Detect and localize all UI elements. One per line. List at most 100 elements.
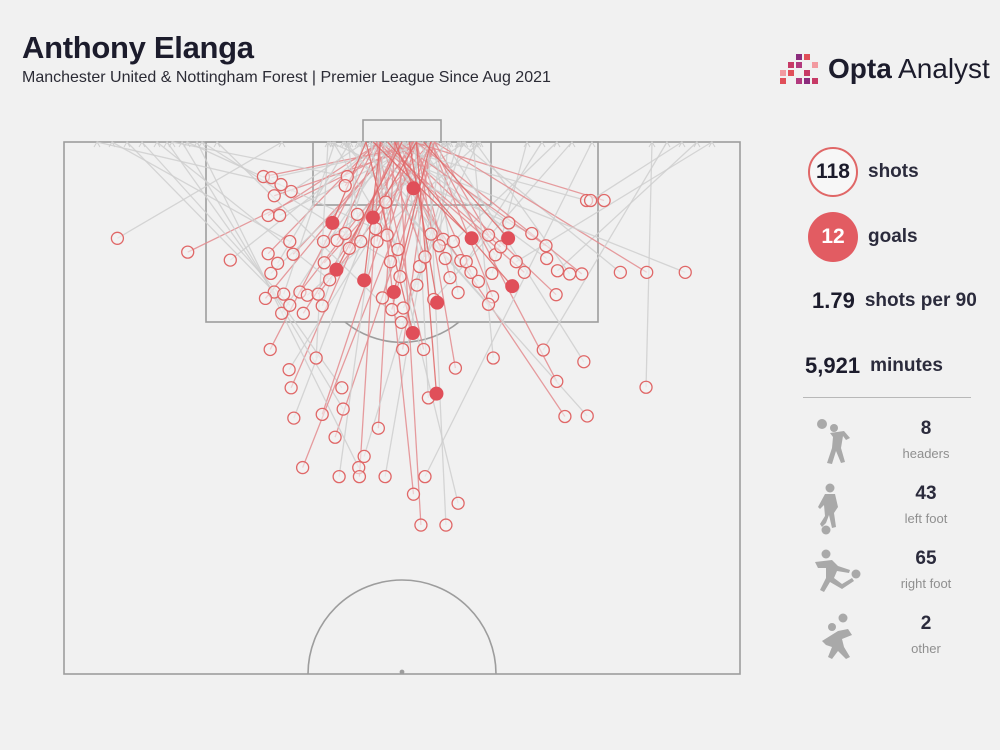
stats-divider	[803, 397, 971, 398]
shot-arrowhead	[456, 141, 464, 148]
shot-point	[357, 449, 371, 464]
shot-line	[444, 141, 585, 363]
goal-point	[406, 181, 421, 196]
shot-arrowhead	[183, 141, 191, 148]
shot-point	[485, 266, 499, 281]
shot-line	[229, 141, 381, 261]
shot-line	[415, 141, 583, 275]
shot-arrowhead	[429, 141, 437, 148]
shot-point	[287, 411, 301, 425]
other-player-icon	[822, 613, 852, 659]
goal-point	[429, 386, 444, 401]
shot-point	[264, 266, 278, 281]
shot-point	[284, 381, 298, 395]
shot-arrowhead	[324, 141, 332, 148]
shot-line	[432, 141, 459, 293]
shot-point	[110, 231, 125, 245]
shots-count-badge: 118	[808, 147, 858, 197]
shot-line	[363, 141, 459, 457]
shot-arrowhead	[329, 141, 337, 148]
shot-point	[283, 234, 297, 249]
shot-line	[156, 141, 331, 281]
shot-arrowhead	[538, 141, 546, 148]
shot-point	[639, 380, 653, 394]
shot-point	[368, 222, 383, 236]
shot-point	[418, 250, 432, 264]
chart-subtitle: Manchester United & Nottingham Forest | …	[22, 69, 551, 86]
shot-arrowhead	[193, 141, 201, 148]
shot-line	[315, 141, 329, 359]
shot-point	[424, 227, 438, 241]
shot-arrowhead	[568, 141, 576, 148]
shot-arrowhead	[138, 141, 146, 148]
goals-label: goals	[868, 226, 918, 247]
shot-arrowhead	[366, 141, 374, 148]
shot-line	[288, 141, 431, 371]
shot-line	[557, 141, 698, 272]
goal-point	[365, 210, 380, 225]
shot-point	[295, 460, 310, 475]
shot-point	[464, 265, 478, 279]
shot-line	[590, 141, 683, 202]
shot-point	[471, 274, 486, 289]
shot-point	[323, 273, 337, 287]
shot-arrowhead	[454, 141, 462, 148]
shot-point	[338, 226, 352, 241]
shot-line	[415, 141, 457, 369]
shot-point	[439, 518, 453, 532]
shot-point	[481, 297, 496, 311]
shot-arrowhead	[693, 141, 701, 148]
shot-arrowhead	[444, 141, 452, 148]
shot-point	[261, 247, 275, 261]
shot-arrowhead	[648, 141, 656, 148]
shot-point	[272, 208, 287, 223]
left-foot-stat: 43 left foot	[812, 483, 982, 543]
shot-point	[416, 342, 431, 357]
shot-point	[583, 193, 598, 208]
shot-point	[261, 208, 275, 223]
shot-arrowhead	[439, 141, 447, 148]
shot-point	[410, 278, 424, 292]
shot-line	[344, 141, 490, 305]
shot-line	[434, 141, 648, 273]
shot-arrowhead	[663, 141, 671, 148]
shot-line	[126, 141, 275, 293]
shot-point	[577, 355, 591, 369]
shot-point	[315, 299, 329, 313]
shot-point	[375, 291, 390, 305]
shot-line	[196, 141, 360, 468]
shot-arrowhead	[213, 141, 221, 148]
centre-spot	[399, 669, 405, 675]
shot-arrowhead	[678, 141, 686, 148]
shot-point	[597, 193, 611, 208]
shot-point	[678, 265, 692, 279]
shot-point	[275, 306, 289, 320]
shot-arrowhead	[461, 141, 469, 148]
shot-trajectories	[93, 141, 716, 526]
goal-point	[430, 295, 445, 310]
shot-point	[370, 234, 384, 249]
shot-point	[267, 189, 281, 203]
right-foot-player-icon	[815, 549, 861, 592]
shot-line	[329, 141, 533, 235]
shot-line	[166, 141, 343, 389]
shots-label: shots	[868, 161, 919, 182]
shot-point	[443, 271, 457, 285]
shot-arrowhead	[153, 141, 161, 148]
shots-stat: 118 shots	[808, 147, 919, 197]
shot-line	[379, 141, 426, 258]
shot-line	[424, 141, 593, 477]
shots-per-90-label: shots per 90	[864, 290, 977, 311]
shot-point	[315, 407, 329, 422]
shot-arrowhead	[588, 141, 596, 148]
shot-point	[354, 234, 368, 249]
shot-point	[352, 469, 367, 484]
brand-wordmark: Opta Analyst	[828, 53, 990, 85]
goal-point	[329, 262, 344, 277]
shot-line	[171, 141, 348, 178]
right-foot-stat: 65 right foot	[812, 548, 982, 608]
shot-point	[380, 228, 394, 242]
shot-point	[451, 285, 465, 300]
shot-point	[270, 256, 285, 270]
